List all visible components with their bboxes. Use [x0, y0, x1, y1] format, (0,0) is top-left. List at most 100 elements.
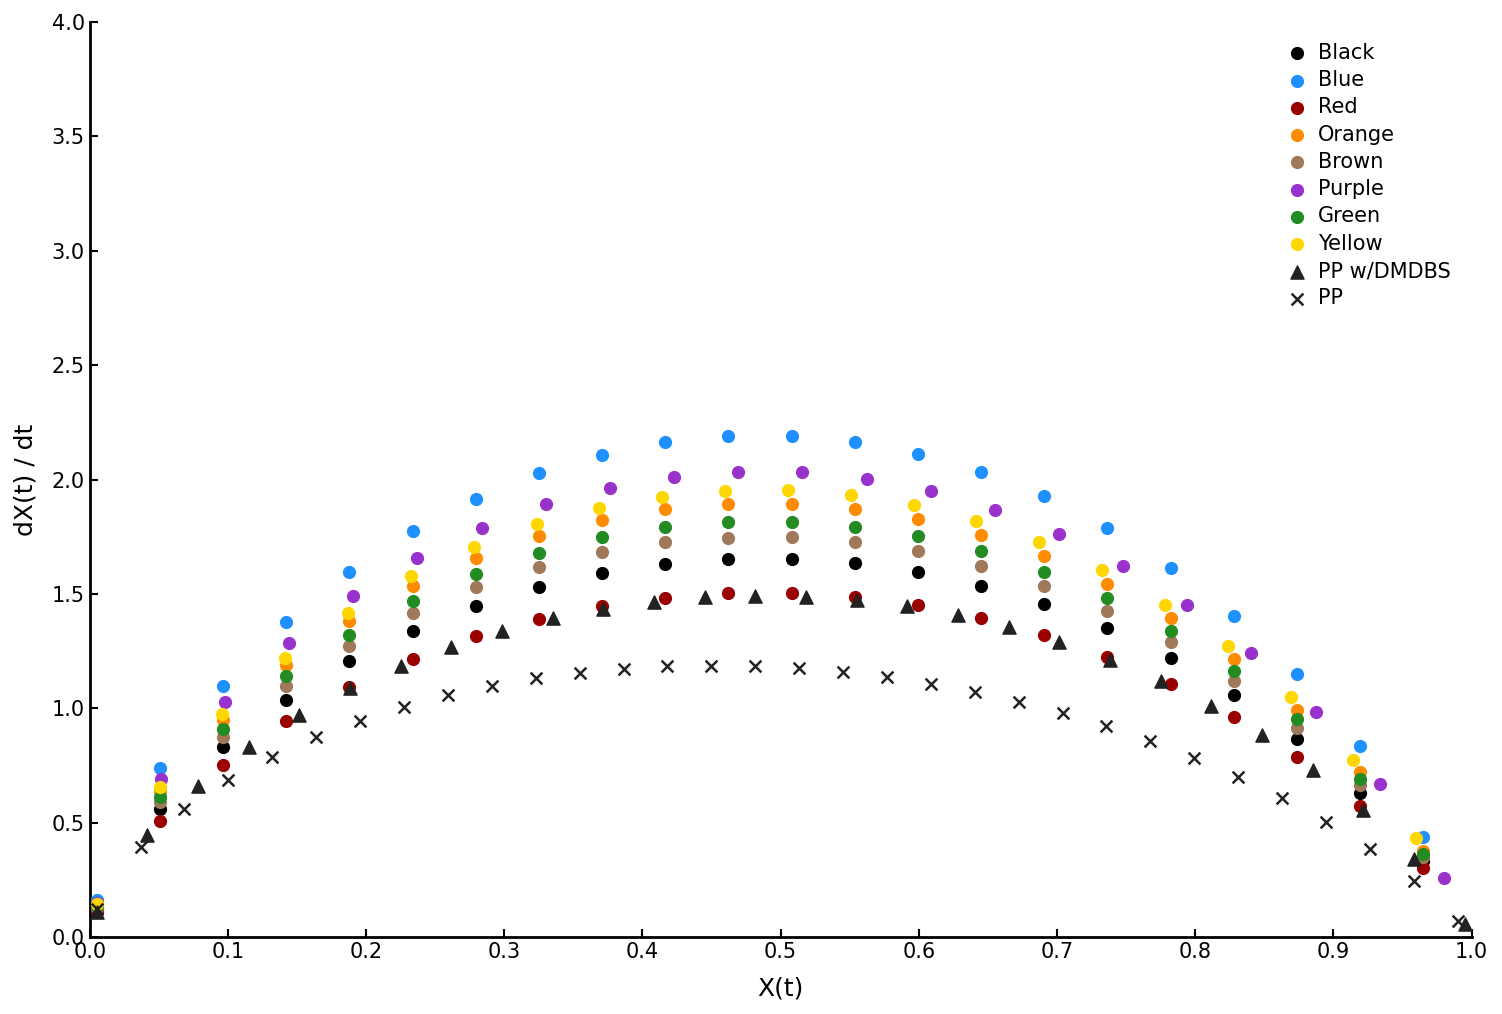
- Blue: [1412, 828, 1436, 845]
- Purple: [662, 468, 686, 485]
- Orange: [464, 550, 488, 566]
- Yellow: [587, 500, 611, 516]
- PP w/DMDBS: [1401, 851, 1425, 867]
- PP: [743, 658, 768, 674]
- Blue: [338, 564, 362, 580]
- Orange: [1284, 702, 1308, 718]
- Yellow: [1215, 639, 1239, 655]
- Purple: [341, 587, 365, 603]
- Purple: [1175, 597, 1199, 613]
- Black: [1032, 596, 1056, 612]
- Brown: [1347, 777, 1371, 793]
- Red: [780, 585, 804, 601]
- Black: [906, 564, 930, 580]
- PP w/DMDBS: [1098, 652, 1122, 668]
- Green: [464, 566, 488, 582]
- X-axis label: X(t): X(t): [757, 976, 804, 1000]
- Red: [464, 628, 488, 644]
- PP: [700, 657, 724, 673]
- Black: [84, 901, 108, 918]
- Blue: [1347, 738, 1371, 754]
- Brown: [1412, 849, 1436, 865]
- Brown: [590, 545, 614, 561]
- Purple: [790, 464, 814, 481]
- Red: [1221, 709, 1245, 725]
- Purple: [1047, 526, 1071, 542]
- Green: [147, 789, 171, 805]
- Blue: [147, 759, 171, 776]
- PP: [1358, 842, 1382, 858]
- Brown: [147, 794, 171, 810]
- Green: [84, 898, 108, 915]
- Legend: Black, Blue, Red, Orange, Brown, Purple, Green, Yellow, PP w/DMDBS, PP: Black, Blue, Red, Orange, Brown, Purple,…: [1277, 32, 1461, 318]
- Purple: [725, 463, 749, 480]
- Brown: [1032, 578, 1056, 594]
- Blue: [401, 523, 425, 539]
- Yellow: [400, 568, 424, 584]
- Brown: [401, 605, 425, 622]
- Black: [210, 739, 234, 755]
- Orange: [1158, 609, 1182, 626]
- PP: [1182, 749, 1206, 766]
- Red: [1095, 649, 1119, 665]
- PP w/DMDBS: [895, 598, 919, 614]
- Green: [906, 528, 930, 545]
- Blue: [969, 463, 993, 480]
- Black: [590, 565, 614, 581]
- Green: [210, 721, 234, 737]
- PP: [84, 901, 108, 918]
- Yellow: [524, 516, 548, 532]
- Orange: [84, 897, 108, 914]
- Purple: [278, 635, 302, 651]
- PP w/DMDBS: [997, 620, 1021, 636]
- Blue: [1158, 560, 1182, 576]
- Blue: [527, 465, 551, 482]
- PP: [1139, 733, 1163, 749]
- Purple: [1111, 558, 1136, 574]
- Brown: [906, 544, 930, 560]
- Orange: [147, 783, 171, 799]
- Green: [401, 592, 425, 608]
- Yellow: [1090, 562, 1114, 578]
- Red: [590, 598, 614, 614]
- Black: [401, 623, 425, 639]
- PP: [1050, 705, 1074, 721]
- Green: [527, 545, 551, 561]
- Purple: [1431, 870, 1455, 886]
- PP: [260, 748, 284, 765]
- PP: [1446, 913, 1470, 929]
- Brown: [1284, 720, 1308, 736]
- Red: [527, 610, 551, 627]
- Red: [1347, 798, 1371, 814]
- Black: [716, 551, 740, 567]
- Red: [147, 813, 171, 829]
- Orange: [401, 578, 425, 594]
- Blue: [1284, 666, 1308, 682]
- Yellow: [147, 779, 171, 795]
- PP w/DMDBS: [641, 593, 665, 609]
- Green: [716, 514, 740, 530]
- Yellow: [1278, 690, 1302, 706]
- Black: [843, 555, 867, 571]
- Black: [653, 556, 677, 572]
- PP w/DMDBS: [592, 600, 616, 617]
- Purple: [855, 470, 879, 487]
- PP w/DMDBS: [1250, 727, 1274, 743]
- Green: [590, 529, 614, 546]
- Orange: [906, 511, 930, 527]
- Brown: [84, 899, 108, 916]
- PP w/DMDBS: [439, 639, 463, 655]
- Orange: [338, 613, 362, 630]
- Yellow: [1404, 829, 1428, 846]
- Red: [275, 713, 299, 729]
- Green: [1347, 771, 1371, 787]
- Blue: [1221, 607, 1245, 624]
- Yellow: [650, 489, 674, 505]
- Brown: [653, 534, 677, 551]
- Blue: [653, 434, 677, 450]
- Brown: [527, 559, 551, 575]
- Yellow: [1027, 534, 1051, 551]
- PP: [129, 839, 153, 855]
- Brown: [210, 728, 234, 744]
- Orange: [1095, 576, 1119, 592]
